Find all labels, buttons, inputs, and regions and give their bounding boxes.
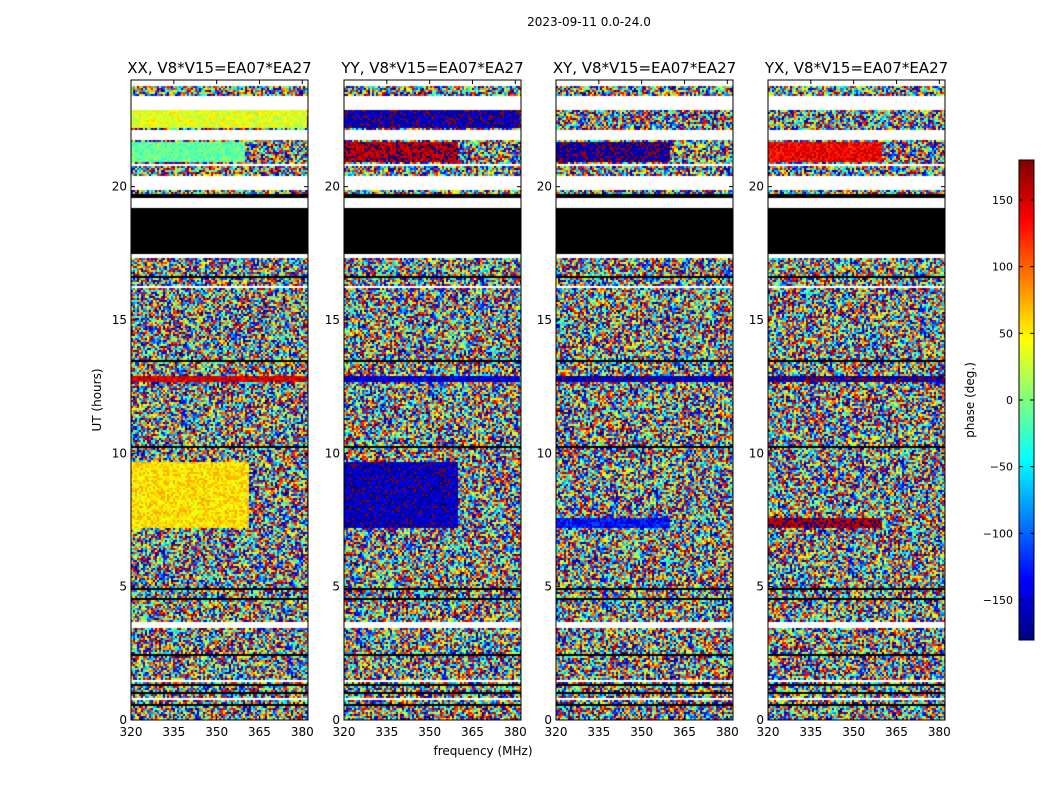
x-tick-label: 365	[461, 725, 484, 739]
y-tick-label: 20	[325, 180, 340, 194]
phase-image	[768, 80, 945, 720]
phase-image	[131, 80, 308, 720]
colorbar-tick-label: 150	[992, 194, 1013, 207]
panel-frame	[130, 79, 309, 721]
panel-frame	[343, 79, 522, 721]
panels: XX, V8*V15=EA07*EA27 320 335 350 365 380 0 5 10 1…	[112, 59, 951, 739]
x-tick-label: 335	[799, 725, 822, 739]
panel-3: XY, V8*V15=EA07*EA27 320 335 350 365 380 0 5 10 1…	[537, 59, 739, 739]
y-tick-label: 0	[332, 713, 340, 727]
figure-title: 2023-09-11 0.0-24.0	[527, 15, 651, 29]
panel-title: XY, V8*V15=EA07*EA27	[553, 59, 736, 77]
colorbar-tick-label: −100	[983, 527, 1013, 540]
panel-title: XX, V8*V15=EA07*EA27	[127, 59, 311, 77]
x-tick-label: 380	[504, 725, 527, 739]
y-tick-label: 15	[537, 313, 552, 327]
x-tick-label: 380	[716, 725, 739, 739]
x-tick-label: 320	[120, 725, 143, 739]
x-tick-label: 350	[418, 725, 441, 739]
x-tick-label: 320	[757, 725, 780, 739]
colorbar-ticks: 150 100 50 0 −50 −100 −150	[983, 194, 1034, 607]
x-tick-label: 350	[205, 725, 228, 739]
panel-title: YY, V8*V15=EA07*EA27	[340, 59, 523, 77]
phase-image	[344, 80, 521, 720]
y-tick-label: 20	[112, 180, 127, 194]
y-tick-label: 20	[537, 180, 552, 194]
panel-frame	[767, 79, 946, 721]
y-tick-label: 20	[749, 180, 764, 194]
y-tick-label: 10	[537, 446, 552, 460]
y-tick-label: 10	[325, 446, 340, 460]
y-axis-label: UT (hours)	[90, 368, 104, 431]
x-tick-label: 350	[630, 725, 653, 739]
y-tick-label: 0	[119, 713, 127, 727]
x-tick-label: 335	[587, 725, 610, 739]
x-tick-label: 335	[375, 725, 398, 739]
panel-4: YX, V8*V15=EA07*EA27 320 335 350 365 380 0 5 10 1…	[749, 59, 951, 739]
panel-1: XX, V8*V15=EA07*EA27 320 335 350 365 380 0 5 10 1…	[112, 59, 314, 739]
y-tick-label: 10	[112, 446, 127, 460]
x-tick-label: 350	[842, 725, 865, 739]
y-tick-label: 0	[544, 713, 552, 727]
colorbar-tick-label: 0	[1006, 394, 1013, 407]
y-tick-label: 5	[544, 580, 552, 594]
y-tick-label: 15	[112, 313, 127, 327]
y-tick-label: 10	[749, 446, 764, 460]
y-tick-label: 5	[119, 580, 127, 594]
x-tick-label: 320	[545, 725, 568, 739]
panel-2: YY, V8*V15=EA07*EA27 320 335 350 365 380 0 5 10 1…	[325, 59, 527, 739]
colorbar-tick-label: −50	[990, 461, 1013, 474]
x-tick-label: 365	[248, 725, 271, 739]
x-axis-label: frequency (MHz)	[433, 744, 532, 758]
y-tick-label: 5	[332, 580, 340, 594]
x-tick-label: 380	[291, 725, 314, 739]
x-tick-label: 320	[333, 725, 356, 739]
colorbar-tick-label: 50	[999, 327, 1013, 340]
x-tick-label: 365	[885, 725, 908, 739]
y-tick-label: 15	[749, 313, 764, 327]
colorbar-tick-label: −150	[983, 594, 1013, 607]
x-tick-label: 365	[673, 725, 696, 739]
y-tick-label: 5	[756, 580, 764, 594]
colorbar-label: phase (deg.)	[963, 362, 977, 438]
panel-frame	[555, 79, 734, 721]
y-tick-label: 0	[756, 713, 764, 727]
panel-title: YX, V8*V15=EA07*EA27	[764, 59, 948, 77]
x-tick-label: 335	[162, 725, 185, 739]
phase-image	[556, 80, 733, 720]
colorbar: 150 100 50 0 −50 −100 −150 phase (deg.)	[963, 159, 1035, 641]
y-tick-label: 15	[325, 313, 340, 327]
x-tick-label: 380	[928, 725, 951, 739]
colorbar-tick-label: 100	[992, 261, 1013, 274]
